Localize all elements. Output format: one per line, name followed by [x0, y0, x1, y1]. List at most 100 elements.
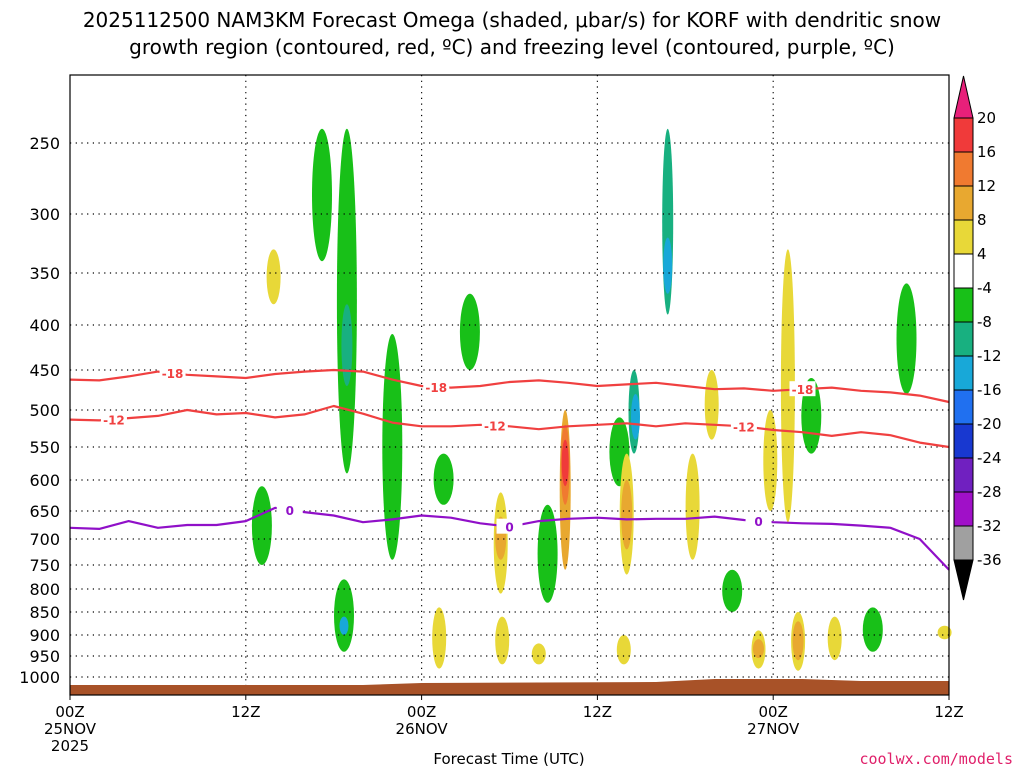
- y-tick-label: 650: [29, 502, 60, 521]
- colorbar-label: -32: [977, 517, 1002, 535]
- contour-label-bg: [276, 502, 303, 518]
- omega-blob: [862, 607, 883, 652]
- y-tick-label: 950: [29, 647, 60, 666]
- colorbar-segment: [953, 219, 974, 255]
- colorbar-segment: [953, 423, 974, 459]
- colorbar-label: 16: [977, 143, 996, 161]
- colorbar-segment: [953, 389, 974, 425]
- colorbar-label: 8: [977, 211, 987, 229]
- colorbar-label: -8: [977, 313, 992, 331]
- contour-label-bg: [159, 365, 186, 381]
- y-tick-label: 350: [29, 264, 60, 283]
- plot-area: [70, 75, 949, 695]
- omega-blob: [827, 616, 842, 661]
- omega-blob: [561, 439, 569, 487]
- y-tick-label: 900: [29, 626, 60, 645]
- omega-blob: [763, 410, 778, 511]
- colorbar-label: 4: [977, 245, 987, 263]
- y-tick-label: 700: [29, 530, 60, 549]
- colorbar-segment: [953, 117, 974, 153]
- contour-label-bg: [745, 513, 772, 529]
- x-tick-date: 25NOV: [44, 720, 97, 738]
- omega-blob: [382, 334, 403, 560]
- contour-label-bg: [100, 411, 127, 427]
- omega-blob: [896, 283, 917, 395]
- omega-blob: [251, 486, 272, 565]
- y-tick-label: 550: [29, 438, 60, 457]
- colorbar-label: 12: [977, 177, 996, 195]
- y-tick-label: 300: [29, 205, 60, 224]
- omega-blob: [341, 304, 353, 386]
- contour-label: 0: [505, 521, 513, 535]
- x-tick-label: 00Z: [55, 703, 84, 721]
- colorbar-segment: [953, 287, 974, 323]
- colorbar-label: -20: [977, 415, 1002, 433]
- y-axis-ticks: 250 300 350 400 450 500 550 600 650 700 750 800 850 9…: [19, 134, 60, 687]
- gridlines: [70, 75, 949, 695]
- colorbar-bottom-arrow: [953, 559, 974, 601]
- contour-label: -18: [425, 381, 447, 395]
- y-tick-label: 800: [29, 580, 60, 599]
- colorbar-segment: [953, 525, 974, 561]
- colorbar-label: -4: [977, 279, 992, 297]
- colorbar-segment: [953, 321, 974, 357]
- colorbar-label: -12: [977, 347, 1002, 365]
- omega-blob: [663, 237, 673, 294]
- contour-label-bg: [423, 378, 450, 394]
- x-tick-date: 27NOV: [747, 720, 800, 738]
- y-tick-label: 750: [29, 556, 60, 575]
- colorbar-segment: [953, 355, 974, 391]
- y-tick-label: 850: [29, 603, 60, 622]
- omega-blob: [432, 607, 447, 669]
- omega-blob: [537, 504, 558, 603]
- x-tick-label: 00Z: [407, 703, 436, 721]
- contour-label: -12: [733, 420, 755, 434]
- omega-blob: [722, 569, 743, 613]
- contour-label: 0: [754, 515, 762, 529]
- x-tick-label: 12Z: [231, 703, 260, 721]
- x-tick-label: 00Z: [759, 703, 788, 721]
- contour-label-bg: [730, 418, 757, 434]
- colorbar-top-arrow: [953, 75, 974, 119]
- omega-blob: [531, 643, 546, 665]
- contour-label: -12: [103, 413, 125, 427]
- plot-border: [69, 74, 950, 696]
- omega-blob: [266, 249, 281, 305]
- y-tick-label: 500: [29, 401, 60, 420]
- x-tick-date: 26NOV: [396, 720, 449, 738]
- credit-text: coolwx.com/models: [859, 750, 1013, 768]
- omega-blob: [616, 635, 631, 665]
- y-tick-label: 1000: [19, 668, 60, 687]
- contour-label: 0: [286, 504, 294, 518]
- omega-blob: [334, 579, 354, 652]
- colorbar-segment: [953, 253, 974, 289]
- contour-layer: -18 -18 -18 -12 -12 -12 0 0 0: [69, 365, 950, 571]
- contour-label-bg: [789, 381, 816, 397]
- colorbar-segment: [953, 185, 974, 221]
- dgz-minus12-contour: [69, 404, 950, 449]
- omega-blob: [495, 616, 510, 665]
- contour-label: -18: [162, 367, 184, 381]
- x-tick-label: 12Z: [583, 703, 612, 721]
- omega-blob: [937, 625, 952, 640]
- omega-shading-layer: [251, 128, 952, 671]
- chart-title-line1: 2025112500 NAM3KM Forecast Omega (shaded…: [83, 8, 941, 32]
- ground-layer: [70, 679, 949, 695]
- omega-blob: [753, 639, 764, 659]
- omega-blob: [339, 616, 349, 635]
- colorbar-segment: [953, 491, 974, 527]
- omega-blob: [631, 394, 640, 440]
- y-tick-label: 450: [29, 361, 60, 380]
- y-tick-label: 250: [29, 134, 60, 153]
- omega-blob: [459, 293, 480, 370]
- omega-blob: [433, 453, 454, 505]
- colorbar-label: -24: [977, 449, 1002, 467]
- contour-label: -12: [484, 420, 506, 434]
- x-tick-label: 12Z: [934, 703, 963, 721]
- colorbar-label: -36: [977, 551, 1002, 569]
- colorbar-segment: [953, 151, 974, 187]
- ground-surface: [70, 679, 949, 695]
- omega-blob: [685, 453, 700, 560]
